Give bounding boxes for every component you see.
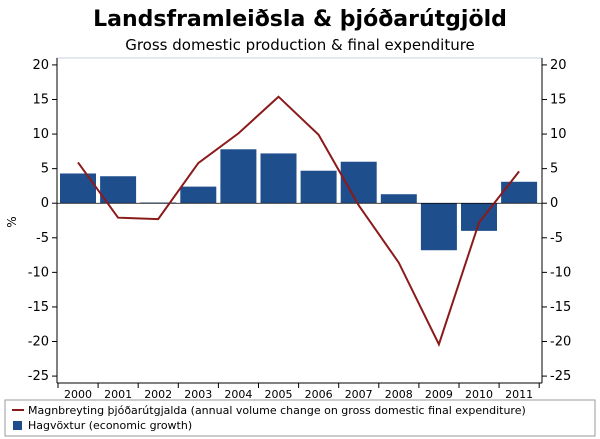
x-tick-label-2007: 2007 <box>345 388 373 401</box>
left-y-ticks: 20 15 10 5 0 -5 -10 -15 -20 -25 <box>28 58 57 384</box>
y-tick-label-right: 15 <box>550 92 567 107</box>
y-tick-label-left: -10 <box>28 265 49 280</box>
x-tick-label-2003: 2003 <box>184 388 212 401</box>
y-tick-label-left: -20 <box>28 335 49 350</box>
legend-bar-label: Hagvöxtur (economic growth) <box>28 419 192 432</box>
x-tick-label-2011: 2011 <box>505 388 533 401</box>
y-tick-label-right: 20 <box>550 58 567 73</box>
bar-2003 <box>180 186 217 204</box>
y-axis-label: % <box>5 216 19 227</box>
bar-2006 <box>300 170 337 204</box>
x-tick-label-2006: 2006 <box>305 388 333 401</box>
y-tick-label-right: -25 <box>550 369 571 384</box>
y-tick-label-left: 20 <box>32 58 49 73</box>
chart-title: Landsframleiðsla & þjóðarútgjöld <box>93 7 507 32</box>
y-tick-label-left: -5 <box>36 231 49 246</box>
y-tick-label-right: -5 <box>550 231 563 246</box>
y-tick-label-right: 10 <box>550 127 567 142</box>
x-ticks: 2000 2001 2002 2003 2004 2005 2006 2007 2008 2009… <box>57 383 540 401</box>
legend-bar-swatch <box>13 421 22 430</box>
chart-subtitle: Gross domestic production & final expend… <box>125 36 475 54</box>
bar-2004 <box>220 149 257 204</box>
x-tick-label-2010: 2010 <box>465 388 493 401</box>
bar-2008 <box>380 194 417 204</box>
x-tick-label-2001: 2001 <box>104 388 132 401</box>
y-tick-label-left: 5 <box>41 162 49 177</box>
bar-2001 <box>100 176 137 204</box>
bar-2011 <box>501 181 538 204</box>
y-tick-label-right: -20 <box>550 335 571 350</box>
y-tick-label-left: 15 <box>32 92 49 107</box>
bar-2009 <box>420 203 457 251</box>
y-tick-label-right: 5 <box>550 162 558 177</box>
bar-2005 <box>260 153 297 204</box>
legend-line-label: Magnbreyting þjóðarútgjalda (annual volu… <box>28 404 526 417</box>
y-tick-label-right: 0 <box>550 196 558 211</box>
y-tick-label-left: 0 <box>41 196 49 211</box>
right-y-ticks: 20 15 10 5 0 -5 -10 -15 -20 -25 <box>542 58 571 384</box>
y-tick-label-left: -25 <box>28 369 49 384</box>
y-tick-label-right: -10 <box>550 265 571 280</box>
y-tick-label-left: 10 <box>32 127 49 142</box>
x-tick-label-2004: 2004 <box>224 388 252 401</box>
x-tick-label-2002: 2002 <box>144 388 172 401</box>
line-series-path <box>77 95 520 347</box>
y-tick-label-left: -15 <box>28 300 49 315</box>
x-tick-label-2005: 2005 <box>265 388 293 401</box>
legend-box <box>4 399 596 437</box>
x-tick-label-2009: 2009 <box>425 388 453 401</box>
x-tick-label-2000: 2000 <box>64 388 92 401</box>
y-tick-label-right: -15 <box>550 300 571 315</box>
bar-2000 <box>60 173 96 204</box>
x-tick-label-2008: 2008 <box>385 388 413 401</box>
